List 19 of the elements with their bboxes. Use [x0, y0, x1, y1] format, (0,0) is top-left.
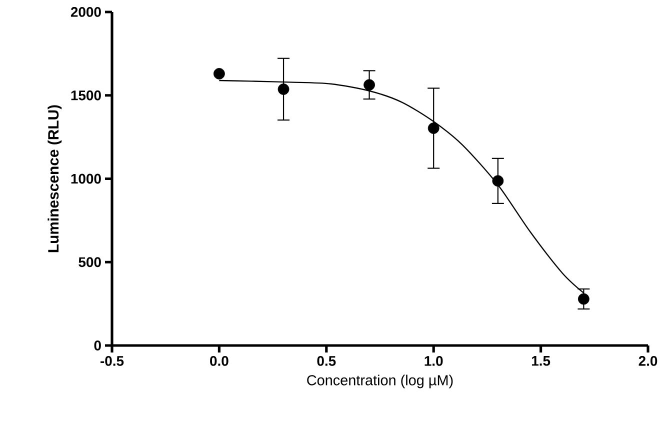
- point: [578, 293, 590, 305]
- x-tick-label: 1.5: [532, 356, 550, 366]
- x-tick-label: -0.5: [100, 356, 124, 366]
- y-tick-label: 500: [78, 257, 101, 268]
- y-axis-title: Luminescence (RLU): [48, 105, 62, 252]
- y-tick-label: 1000: [71, 174, 101, 184]
- x-tick-label: 2.0: [638, 356, 658, 366]
- x-tick-label: 0.0: [210, 356, 228, 366]
- x-tick-label: 1.0: [424, 356, 443, 366]
- point: [278, 84, 290, 95]
- y-tick-label: 2000: [70, 7, 101, 17]
- point: [492, 175, 504, 187]
- x-tick-label: 0.5: [317, 356, 336, 366]
- point: [214, 68, 225, 80]
- point: [364, 79, 375, 91]
- y-tick-label: 0: [94, 340, 101, 350]
- point: [428, 122, 440, 134]
- x-axis-title: Concentration (log µM): [307, 374, 453, 388]
- y-tick-label: 1500: [71, 90, 101, 100]
